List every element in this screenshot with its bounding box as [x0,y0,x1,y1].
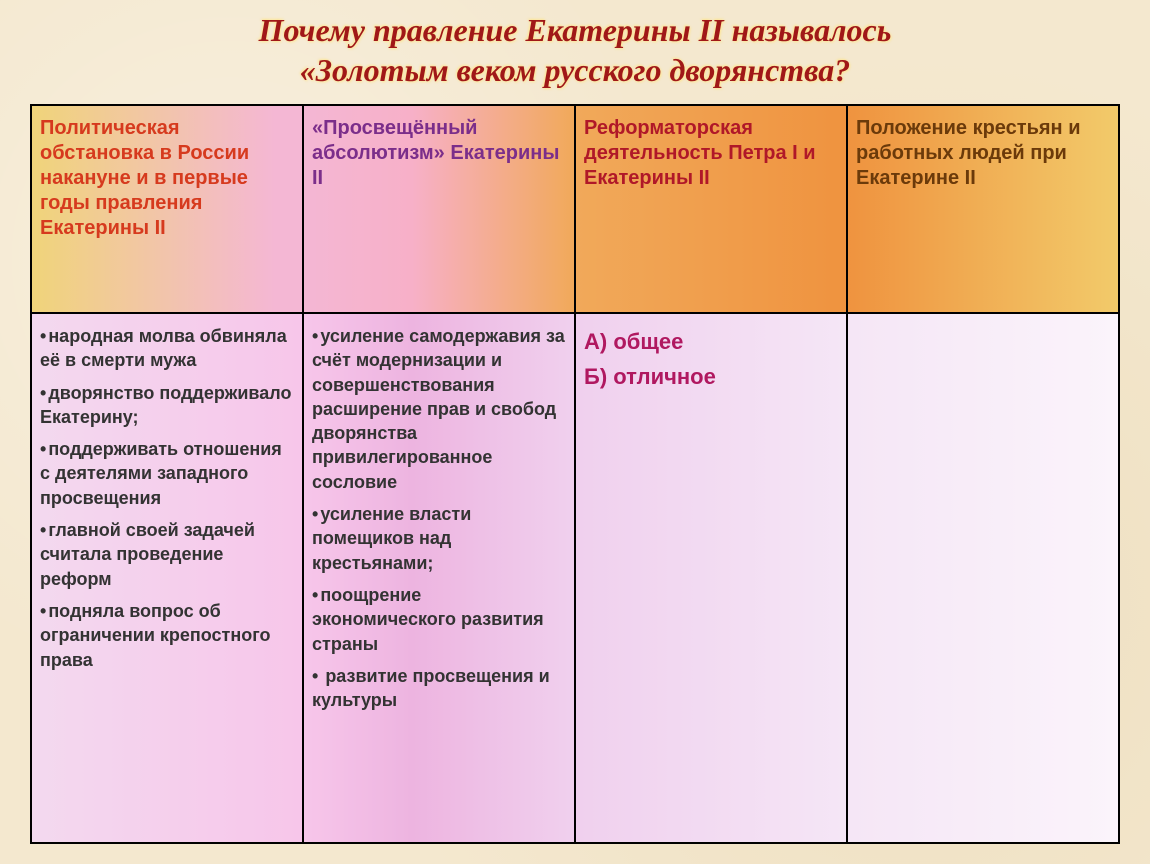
col1-item: подняла вопрос об ограничении крепостног… [40,599,294,672]
col3-options: А) общее Б) отличное [584,324,838,394]
slide-title: Почему правление Екатерины II называлось… [30,10,1120,90]
col2-item: усиление самодержавия за счёт модернизац… [312,324,566,494]
col3-line-b: Б) отличное [584,359,838,394]
col1-item: главной своей задачей считала проведение… [40,518,294,591]
header-col-1: Политическая обстановка в России наканун… [31,105,303,313]
col3-line-a: А) общее [584,324,838,359]
col2-bullets: усиление самодержавия за счёт модернизац… [312,324,566,712]
col1-item: поддерживать отношения с деятелями запад… [40,437,294,510]
col1-item: народная молва обвиняла её в смерти мужа [40,324,294,373]
col2-item: усиление власти помещиков над крестьянам… [312,502,566,575]
header-col-2: «Просвещённый абсолютизм» Екатерины II [303,105,575,313]
header-col-3: Реформаторская деятельность Петра I и Ек… [575,105,847,313]
cell-col-1: народная молва обвиняла её в смерти мужа… [31,313,303,843]
content-table: Политическая обстановка в России наканун… [30,104,1120,844]
header-col-4: Положение крестьян и работных людей при … [847,105,1119,313]
col1-item: дворянство поддерживало Екатерину; [40,381,294,430]
cell-col-3: А) общее Б) отличное [575,313,847,843]
cell-col-4 [847,313,1119,843]
col2-item: развитие просвещения и культуры [312,664,566,713]
slide: Почему правление Екатерины II называлось… [0,0,1150,864]
title-line-1: Почему правление Екатерины II называлось [259,12,892,48]
col1-bullets: народная молва обвиняла её в смерти мужа… [40,324,294,672]
col2-item: поощрение экономического развития страны [312,583,566,656]
cell-col-2: усиление самодержавия за счёт модернизац… [303,313,575,843]
header-row: Политическая обстановка в России наканун… [31,105,1119,313]
body-row: народная молва обвиняла её в смерти мужа… [31,313,1119,843]
title-line-2: «Золотым веком русского дворянства? [300,52,850,88]
